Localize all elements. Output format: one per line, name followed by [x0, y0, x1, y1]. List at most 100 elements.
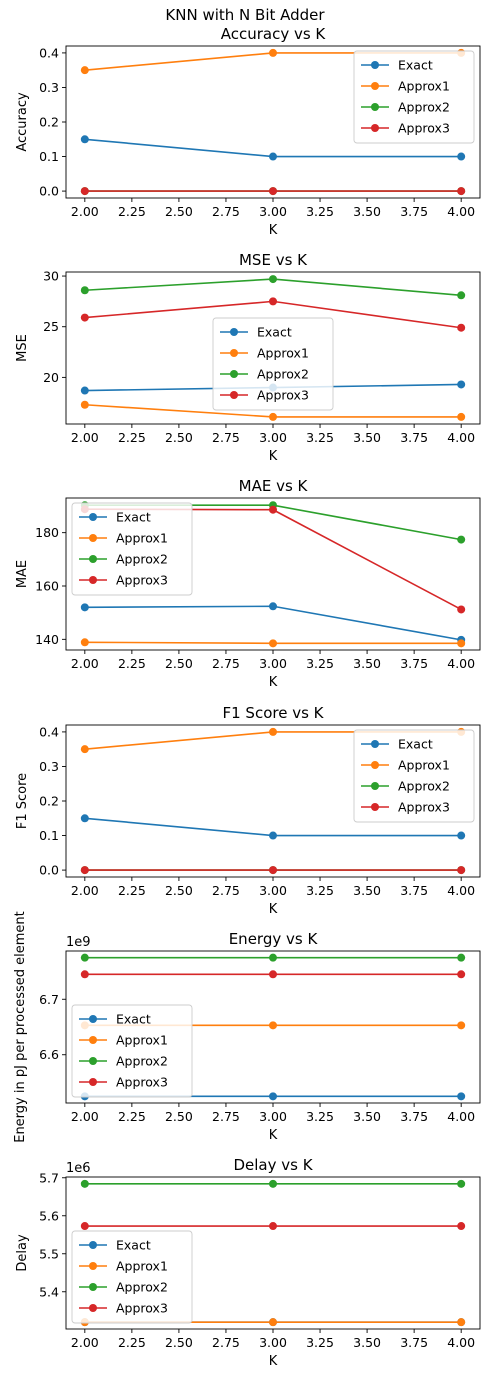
data-point-approx3	[457, 187, 466, 196]
data-point-exact	[457, 380, 466, 389]
x-tick-label: 2.75	[212, 883, 240, 898]
data-point-exact	[269, 831, 277, 840]
data-point-approx1	[269, 1021, 277, 1030]
legend-label-approx3: Approx3	[116, 573, 168, 588]
x-tick-label: 3.75	[400, 430, 428, 445]
legend-swatch-marker	[89, 1304, 97, 1312]
x-tick-label: 2.75	[212, 1109, 240, 1124]
legend-swatch-marker	[371, 61, 379, 69]
data-point-exact	[80, 135, 89, 144]
legend-label-approx2: Approx2	[116, 1054, 168, 1069]
legend-swatch-marker	[89, 1241, 97, 1249]
x-tick-label: 3.25	[306, 1335, 334, 1350]
data-point-approx1	[269, 412, 277, 421]
data-point-approx2	[269, 953, 277, 962]
x-tick-label: 3.25	[306, 204, 334, 219]
legend-swatch-marker	[230, 328, 238, 336]
axes-frame	[65, 1176, 481, 1330]
x-tick-label: 2.25	[118, 883, 146, 898]
y-axis-label: MAE	[15, 560, 30, 588]
x-axis-label: K	[269, 1128, 278, 1143]
chart-title: Energy vs K	[229, 930, 319, 948]
y-tick-label: 0.4	[39, 724, 59, 739]
chart-mse: MSE vs K 2.00 2.25 2.50 2.75 3.00 3.25 3.50 3.75…	[15, 251, 481, 464]
data-point-approx3	[269, 866, 277, 875]
data-point-exact	[80, 386, 89, 395]
legend-swatch-marker	[371, 740, 379, 748]
x-tick-label: 2.00	[71, 1109, 99, 1124]
data-point-approx1	[269, 639, 277, 648]
x-axis-label: K	[269, 675, 278, 690]
x-tick-label: 2.75	[212, 1335, 240, 1350]
legend-swatch-marker	[371, 124, 379, 132]
y-offset-text: 1e9	[66, 935, 91, 950]
y-axis-label: Delay	[15, 1234, 30, 1272]
x-tick-label: 2.25	[118, 656, 146, 671]
data-point-exact	[457, 1092, 466, 1101]
x-tick-label: 3.25	[306, 1109, 334, 1124]
data-point-approx1	[269, 727, 277, 736]
x-axis-label: K	[269, 449, 278, 464]
legend-label-approx2: Approx2	[398, 779, 450, 794]
x-tick-label: 2.75	[212, 430, 240, 445]
y-tick-label: 0.1	[39, 828, 59, 843]
chart-mae: MAE vs K 2.00 2.25 2.50 2.75 3.00 3.25 3.50 3.75…	[15, 477, 481, 690]
chart-title: Delay vs K	[233, 1156, 313, 1174]
data-point-exact	[269, 1092, 277, 1101]
y-tick-label: 30	[43, 269, 59, 284]
x-axis-label: K	[269, 223, 278, 238]
data-point-approx3	[269, 970, 277, 979]
x-tick-label: 3.75	[400, 1335, 428, 1350]
chart-title: MAE vs K	[239, 477, 309, 495]
y-tick-label: 160	[35, 579, 59, 594]
legend-label-exact: Exact	[398, 58, 433, 73]
data-point-approx2	[457, 535, 466, 544]
y-offset-text: 1e6	[66, 1161, 91, 1176]
data-point-approx1	[457, 639, 466, 648]
x-tick-label: 2.00	[71, 1335, 99, 1350]
y-tick-label: 5.4	[39, 1284, 59, 1299]
data-point-exact	[457, 152, 466, 161]
data-point-approx1	[269, 48, 277, 57]
legend-swatch-marker	[230, 349, 238, 357]
chart-title: MSE vs K	[239, 251, 308, 269]
x-tick-label: 3.50	[353, 204, 381, 219]
data-point-approx3	[80, 313, 89, 322]
legend-label-approx3: Approx3	[398, 800, 450, 815]
x-tick-label: 3.00	[259, 1109, 287, 1124]
x-tick-label: 4.00	[447, 1335, 475, 1350]
y-tick-label: 25	[43, 319, 59, 334]
y-tick-label: 180	[35, 525, 59, 540]
legend-swatch-marker	[89, 1015, 97, 1023]
legend-box	[71, 502, 193, 596]
axes-frame	[65, 724, 481, 878]
legend-label-exact: Exact	[398, 737, 433, 752]
legend-swatch-marker	[89, 1078, 97, 1086]
x-tick-label: 2.50	[165, 656, 193, 671]
data-point-approx3	[269, 1222, 277, 1231]
x-tick-label: 2.50	[165, 430, 193, 445]
legend-swatch-marker	[89, 534, 97, 542]
legend-swatch-marker	[89, 555, 97, 563]
data-point-approx3	[80, 1222, 89, 1231]
legend-label-approx1: Approx1	[116, 531, 168, 546]
legend-swatch-marker	[230, 391, 238, 399]
y-axis-label: Accuracy	[15, 92, 30, 152]
data-point-exact	[269, 152, 277, 161]
data-point-approx1	[457, 412, 466, 421]
x-tick-label: 2.75	[212, 656, 240, 671]
figure-suptitle: KNN with N Bit Adder	[165, 6, 325, 24]
legend-swatch-marker	[371, 761, 379, 769]
data-point-approx2	[457, 291, 466, 300]
legend-box	[71, 1004, 193, 1098]
x-tick-label: 3.00	[259, 430, 287, 445]
legend-label-approx2: Approx2	[398, 100, 450, 115]
x-tick-label: 3.75	[400, 656, 428, 671]
y-tick-label: 0.3	[39, 759, 59, 774]
legend-label-approx3: Approx3	[257, 388, 309, 403]
legend-swatch-marker	[230, 370, 238, 378]
legend-box	[212, 317, 334, 411]
y-tick-label: 5.6	[39, 1208, 59, 1223]
series-line-exact	[84, 605, 462, 641]
